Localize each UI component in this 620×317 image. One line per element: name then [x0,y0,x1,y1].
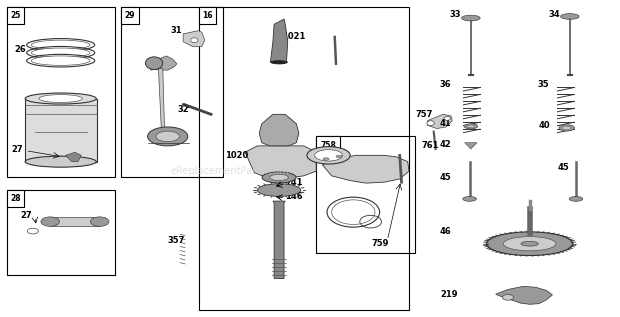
Bar [50,217,100,226]
Polygon shape [428,114,452,128]
Ellipse shape [560,14,579,19]
Text: 357: 357 [168,236,185,245]
Ellipse shape [562,126,571,129]
Polygon shape [159,68,165,133]
Ellipse shape [257,184,301,196]
Bar [198,7,216,24]
Polygon shape [151,56,177,70]
Ellipse shape [307,147,350,164]
Ellipse shape [39,94,82,102]
Text: eReplacementParts.com: eReplacementParts.com [170,166,289,176]
Bar [7,190,115,275]
Ellipse shape [32,48,90,57]
Text: 759: 759 [372,239,389,248]
Text: 41: 41 [440,119,451,128]
Ellipse shape [25,156,96,167]
Polygon shape [464,143,477,149]
Text: 33: 33 [450,10,461,19]
Polygon shape [183,31,205,47]
Bar [122,7,139,24]
Text: 40: 40 [539,121,551,130]
Ellipse shape [270,174,288,181]
Ellipse shape [91,217,109,226]
Text: 32: 32 [177,105,188,114]
Text: 25: 25 [11,11,20,20]
Ellipse shape [461,15,480,21]
Ellipse shape [559,125,575,131]
Bar [7,190,24,207]
Ellipse shape [271,61,288,64]
Polygon shape [273,201,285,278]
Ellipse shape [486,232,573,256]
Ellipse shape [32,40,90,50]
Polygon shape [66,152,81,162]
Ellipse shape [445,117,450,120]
Ellipse shape [41,217,60,226]
Text: 34: 34 [548,10,560,19]
Ellipse shape [32,56,90,65]
Ellipse shape [569,197,583,201]
Text: 29: 29 [125,11,135,20]
Ellipse shape [25,93,96,104]
Ellipse shape [156,131,179,142]
Ellipse shape [314,150,342,161]
Bar [7,7,115,178]
Text: 36: 36 [440,80,451,89]
Text: 35: 35 [537,80,549,89]
Polygon shape [322,155,409,183]
Text: 758: 758 [321,140,336,150]
Bar [316,136,340,154]
Bar [122,7,223,178]
Ellipse shape [464,124,477,129]
Ellipse shape [467,125,474,127]
Text: 761: 761 [422,141,439,150]
Polygon shape [270,19,288,64]
Text: 27: 27 [20,211,32,220]
Bar [316,136,415,253]
Text: 219: 219 [440,290,458,299]
Ellipse shape [427,121,435,126]
Text: 741: 741 [285,178,303,187]
Bar [198,7,409,310]
Polygon shape [259,114,299,146]
Text: 31: 31 [171,26,182,35]
Ellipse shape [323,158,329,160]
Text: 45: 45 [557,164,569,172]
Text: 28: 28 [10,194,21,203]
Ellipse shape [262,172,296,183]
Text: 1021: 1021 [282,32,306,42]
Text: 27: 27 [12,145,24,153]
Bar [7,7,24,24]
Ellipse shape [503,236,556,251]
Text: 26: 26 [14,45,26,54]
Text: 1020: 1020 [224,151,248,160]
Ellipse shape [146,57,163,69]
Ellipse shape [190,38,198,42]
Text: 46: 46 [440,227,451,236]
Bar [25,99,97,162]
Ellipse shape [148,127,188,146]
Ellipse shape [502,294,513,300]
Ellipse shape [336,155,342,158]
Text: 42: 42 [440,140,451,149]
Polygon shape [495,286,552,304]
Text: 45: 45 [440,173,451,182]
Ellipse shape [521,241,538,246]
Text: 146: 146 [285,192,303,201]
Text: 757: 757 [416,110,433,119]
Ellipse shape [463,197,476,201]
Polygon shape [245,146,316,178]
Text: 16: 16 [202,11,213,20]
